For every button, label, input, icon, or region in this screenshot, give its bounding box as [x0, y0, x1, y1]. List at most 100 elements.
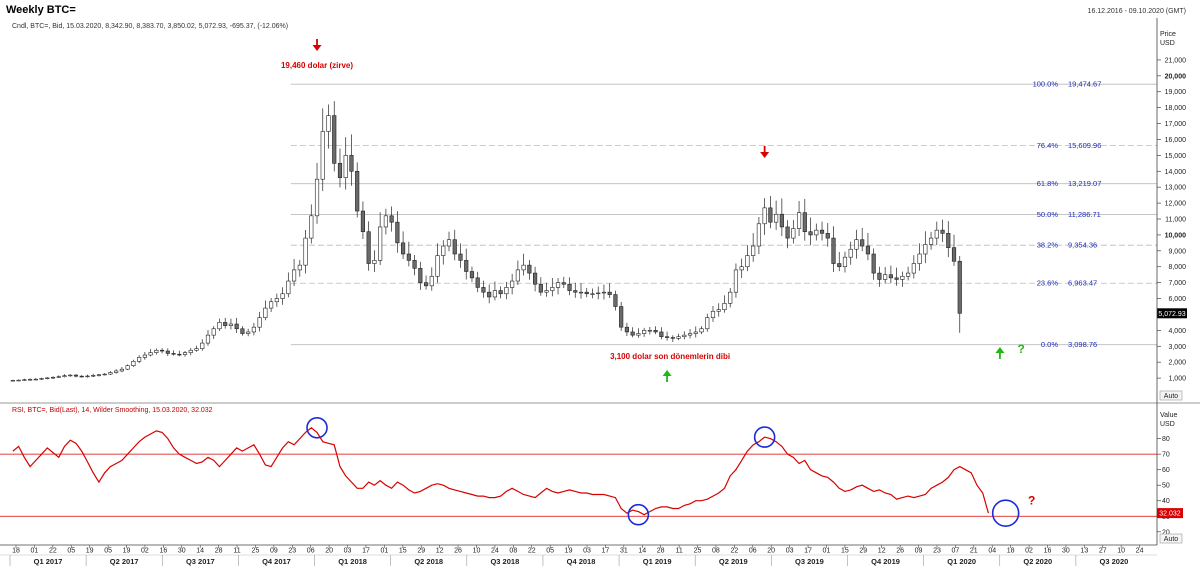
candle [217, 318, 222, 332]
candle-body-up [211, 328, 216, 336]
quarter-label: Q1 2020 [947, 557, 976, 566]
candle [234, 317, 239, 334]
candle-body-up [636, 333, 641, 336]
fib-percent: 50.0% [1037, 210, 1059, 219]
x-tick-label: 25 [252, 548, 260, 555]
x-tick-label: 27 [1099, 548, 1107, 555]
candle-body-up [309, 215, 314, 239]
candle [274, 293, 279, 307]
price-tick-label: 21,000 [1165, 57, 1187, 64]
x-tick-label: 05 [104, 548, 112, 555]
candle [286, 272, 291, 298]
up-arrow [662, 370, 672, 382]
rsi-tick-label: 50 [1162, 483, 1170, 490]
price-tick-label: 14,000 [1165, 169, 1187, 176]
candle [888, 265, 893, 284]
candle-body-up [50, 376, 56, 379]
arrow-head [995, 347, 1005, 353]
candle-body-up [705, 317, 710, 330]
candle-body-up [372, 260, 377, 264]
candle [819, 221, 825, 241]
x-tick-label: 20 [325, 548, 333, 555]
candle-body-up [687, 333, 693, 336]
price-tick-label: 13,000 [1165, 185, 1187, 192]
x-tick-label: 10 [473, 548, 481, 555]
candle [722, 295, 727, 313]
candle-body-up [22, 379, 27, 381]
candle [504, 281, 509, 300]
candle-body-up [96, 374, 102, 376]
candle-body-down [360, 210, 366, 233]
candle [401, 231, 406, 259]
rsi-tick-label: 20 [1162, 529, 1170, 536]
candle-body-up [320, 131, 325, 180]
candle [779, 198, 784, 237]
candle-body-down [418, 268, 423, 283]
candle [561, 276, 566, 289]
candle [360, 201, 366, 240]
candle-body-down [355, 170, 360, 212]
candle-body-down [619, 306, 624, 328]
x-tick-label: 15 [841, 548, 849, 555]
quarter-label: Q2 2019 [719, 557, 748, 566]
candle [246, 328, 251, 337]
candle-body-down [533, 272, 538, 285]
x-tick-label: 06 [307, 548, 315, 555]
quarter-label: Q1 2019 [643, 557, 672, 566]
candle-body-down [332, 115, 337, 164]
candle [137, 355, 142, 364]
candle [670, 335, 675, 342]
candle [653, 326, 658, 335]
candle [406, 241, 411, 267]
candle-body-down [171, 353, 176, 355]
x-tick-label: 19 [86, 548, 94, 555]
candle-body-up [917, 253, 922, 264]
price-auto-button[interactable] [1159, 390, 1183, 401]
x-tick-label: 17 [804, 548, 812, 555]
candle-body-down [584, 291, 589, 295]
x-tick-label: 16 [1044, 548, 1052, 555]
x-tick-label: 20 [767, 548, 775, 555]
x-tick-label: 02 [141, 548, 149, 555]
candle [154, 348, 159, 355]
candle [16, 379, 21, 382]
candle-body-down [538, 283, 543, 293]
price-info: Cndl, BTC=, Bid, 15.03.2020, 8,342.90, 8… [12, 23, 288, 30]
x-tick-label: 11 [675, 548, 682, 555]
candle-body-down [406, 253, 411, 261]
candle-body-up [217, 322, 222, 330]
x-tick-label: 01 [380, 548, 388, 555]
candle [263, 300, 268, 321]
candle [877, 266, 882, 287]
candle-body-up [182, 352, 188, 355]
candle [62, 374, 67, 378]
quarter-label: Q2 2017 [110, 557, 139, 566]
x-tick-label: 29 [417, 548, 425, 555]
last-price-label: 5,072.93 [1158, 311, 1185, 318]
candle-body-up [492, 290, 497, 298]
candle-body-down [395, 221, 400, 244]
candle [515, 260, 520, 285]
candle [50, 376, 56, 379]
price-tick-label: 9,000 [1168, 248, 1186, 255]
candle [619, 301, 624, 331]
up-arrow [995, 347, 1005, 359]
candle-body-up [515, 269, 520, 282]
candle [837, 252, 842, 272]
price-tick-label: 7,000 [1168, 280, 1186, 287]
price-tick-label: 11,000 [1165, 217, 1186, 224]
candle [860, 227, 865, 252]
candle-body-down [624, 326, 629, 333]
candle-body-up [119, 368, 124, 372]
candle [756, 216, 761, 255]
x-tick-label: 17 [602, 548, 610, 555]
rsi-auto-button[interactable] [1159, 533, 1183, 544]
fib-percent: 0.0% [1041, 340, 1058, 349]
candle-body-down [837, 263, 842, 268]
candle-body-down [946, 233, 951, 248]
candle [142, 352, 147, 360]
candle-body-up [246, 331, 251, 334]
candle-body-down [498, 290, 503, 295]
price-tick-label: 2,000 [1168, 360, 1186, 367]
x-tick-label: 03 [786, 548, 794, 555]
